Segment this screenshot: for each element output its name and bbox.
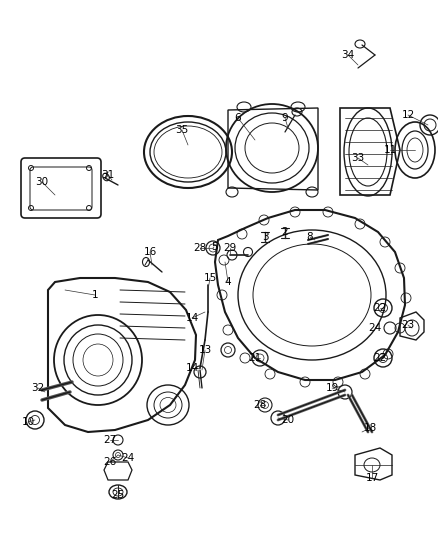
Text: 21: 21 bbox=[248, 353, 261, 363]
Text: 6: 6 bbox=[235, 113, 241, 123]
Text: 33: 33 bbox=[351, 153, 364, 163]
Text: 12: 12 bbox=[401, 110, 415, 120]
Text: 24: 24 bbox=[121, 453, 134, 463]
Text: 34: 34 bbox=[341, 50, 355, 60]
Text: 15: 15 bbox=[203, 273, 217, 283]
Text: 29: 29 bbox=[223, 243, 237, 253]
Text: 5: 5 bbox=[211, 242, 217, 252]
Text: 11: 11 bbox=[383, 145, 397, 155]
Text: 24: 24 bbox=[368, 323, 381, 333]
Text: 28: 28 bbox=[193, 243, 207, 253]
Text: 14: 14 bbox=[185, 313, 198, 323]
Text: 28: 28 bbox=[253, 400, 267, 410]
Text: 35: 35 bbox=[175, 125, 189, 135]
Text: 16: 16 bbox=[143, 247, 157, 257]
Text: 31: 31 bbox=[101, 170, 115, 180]
Text: 23: 23 bbox=[401, 320, 415, 330]
Text: 22: 22 bbox=[373, 303, 387, 313]
Text: 32: 32 bbox=[32, 383, 45, 393]
Text: 13: 13 bbox=[198, 345, 212, 355]
Text: 9: 9 bbox=[282, 113, 288, 123]
Text: 17: 17 bbox=[365, 473, 378, 483]
Text: 2: 2 bbox=[282, 227, 288, 237]
Text: 18: 18 bbox=[364, 423, 377, 433]
Text: 8: 8 bbox=[307, 232, 313, 242]
Text: 14: 14 bbox=[185, 363, 198, 373]
Text: 30: 30 bbox=[35, 177, 49, 187]
Text: 4: 4 bbox=[225, 277, 231, 287]
Text: 19: 19 bbox=[325, 383, 339, 393]
Text: 20: 20 bbox=[282, 415, 295, 425]
Text: 26: 26 bbox=[103, 457, 117, 467]
Text: 10: 10 bbox=[21, 417, 35, 427]
Text: 25: 25 bbox=[111, 490, 125, 500]
Text: 22: 22 bbox=[373, 353, 387, 363]
Text: 1: 1 bbox=[92, 290, 98, 300]
Text: 3: 3 bbox=[261, 232, 268, 242]
Text: 27: 27 bbox=[103, 435, 117, 445]
